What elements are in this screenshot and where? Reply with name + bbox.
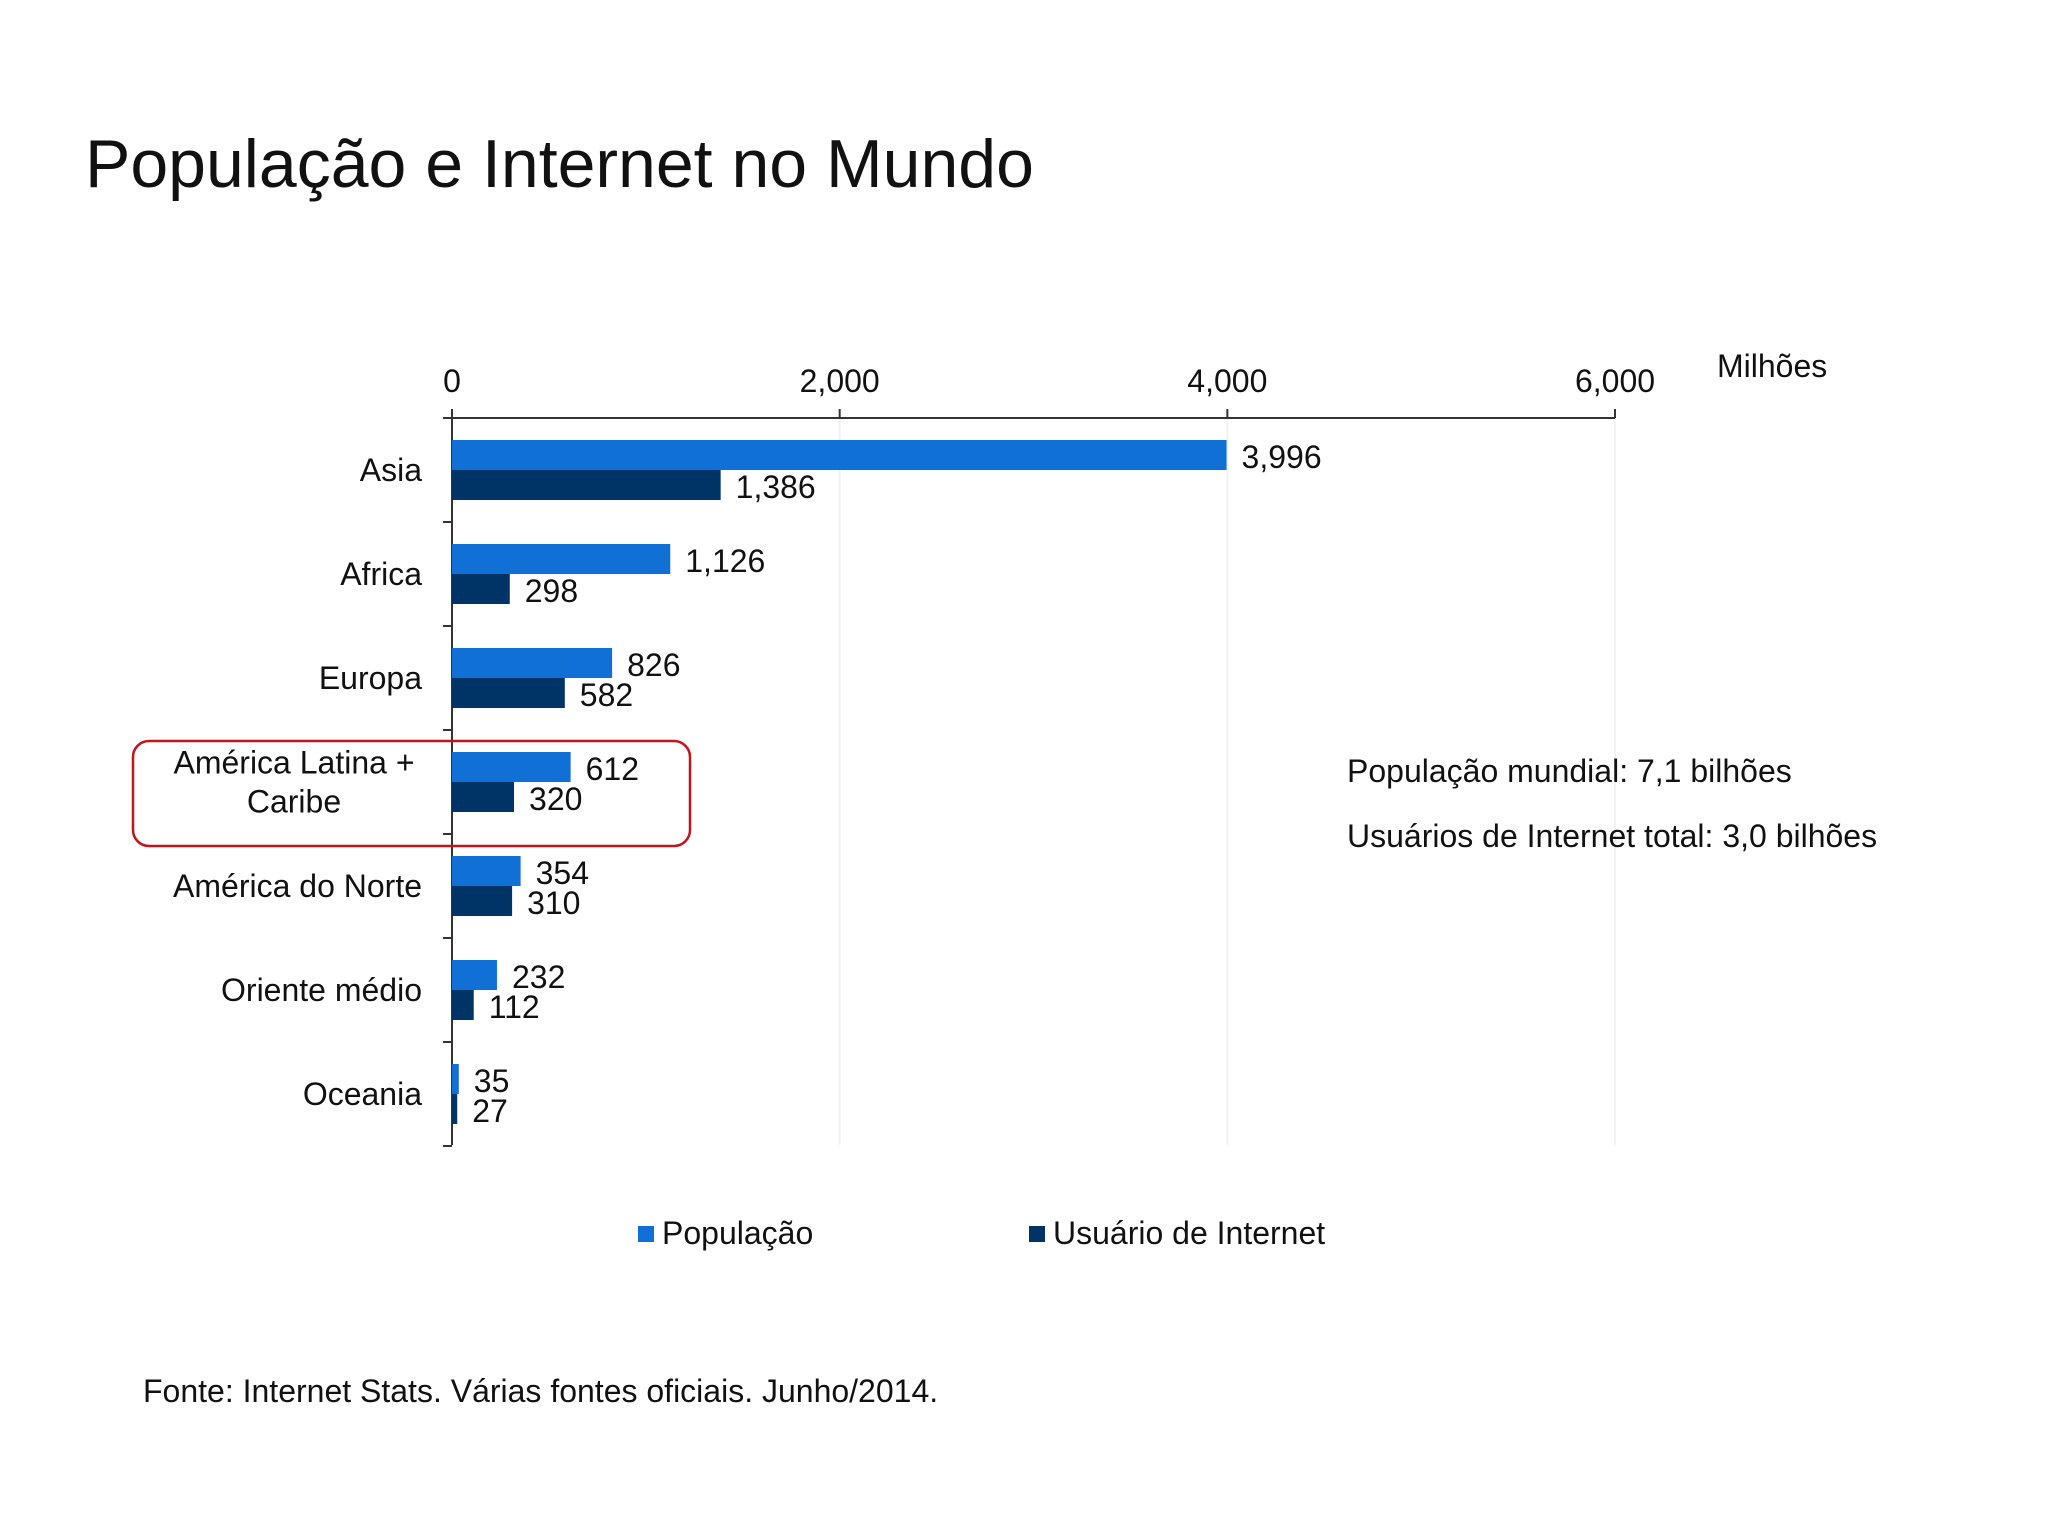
- data-label-usuario-internet: 1,386: [736, 469, 816, 505]
- bar-populacao: [452, 752, 571, 782]
- category-label: Caribe: [247, 784, 341, 820]
- x-tick-label: 0: [443, 363, 461, 399]
- internet-users-note: Usuários de Internet total: 3,0 bilhões: [1347, 818, 1878, 854]
- data-label-populacao: 354: [536, 855, 589, 891]
- world-population-note: População mundial: 7,1 bilhões: [1347, 753, 1792, 789]
- highlight-box: [131, 739, 692, 848]
- bar-populacao: [452, 544, 671, 574]
- category-label: América do Norte: [173, 868, 422, 904]
- x-tick-label: 2,000: [800, 363, 880, 399]
- bar-populacao: [452, 960, 497, 990]
- data-label-populacao: 35: [474, 1063, 510, 1099]
- category-label: Oceania: [303, 1076, 422, 1112]
- data-label-usuario-internet: 320: [529, 781, 582, 817]
- bar-usuario-internet: [452, 678, 565, 708]
- legend-swatch-populacao: [638, 1226, 654, 1242]
- x-axis-unit-label: Milhões: [1717, 348, 1827, 384]
- bar-usuario-internet: [452, 782, 515, 812]
- x-tick-label: 6,000: [1575, 363, 1655, 399]
- category-label: Europa: [319, 660, 422, 696]
- bar-usuario-internet: [452, 886, 513, 916]
- data-label-populacao: 1,126: [685, 543, 765, 579]
- data-label-populacao: 232: [512, 959, 565, 995]
- category-label: Africa: [340, 556, 422, 592]
- category-label: Oriente médio: [221, 972, 422, 1008]
- data-label-usuario-internet: 582: [580, 677, 633, 713]
- data-label-usuario-internet: 112: [489, 989, 540, 1025]
- data-label-usuario-internet: 298: [525, 573, 578, 609]
- bar-populacao: [452, 1064, 459, 1094]
- bar-populacao: [452, 440, 1227, 470]
- category-label: Asia: [360, 452, 422, 488]
- data-label-usuario-internet: 27: [472, 1093, 508, 1129]
- data-label-usuario-internet: 310: [527, 885, 580, 921]
- data-label-populacao: 3,996: [1242, 439, 1322, 475]
- bar-usuario-internet: [452, 470, 721, 500]
- source-note: Fonte: Internet Stats. Várias fontes ofi…: [143, 1373, 939, 1409]
- data-label-populacao: 612: [586, 751, 639, 787]
- bar-usuario-internet: [452, 574, 510, 604]
- bar-usuario-internet: [452, 1094, 458, 1124]
- bar-populacao: [452, 648, 613, 678]
- legend-swatch-usuario-internet: [1029, 1226, 1045, 1242]
- x-tick-label: 4,000: [1187, 363, 1267, 399]
- bar-usuario-internet: [452, 990, 474, 1020]
- data-label-populacao: 826: [627, 647, 680, 683]
- category-label: América Latina +: [173, 745, 414, 781]
- legend-label-usuario-internet: Usuário de Internet: [1053, 1215, 1325, 1251]
- page-title: População e Internet no Mundo: [85, 126, 1034, 202]
- bar-populacao: [452, 856, 521, 886]
- legend-label-populacao: População: [662, 1215, 813, 1251]
